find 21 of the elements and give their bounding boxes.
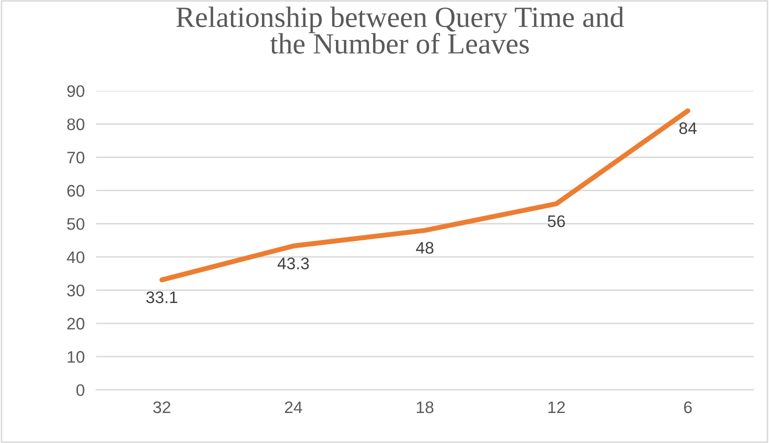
x-tick-label: 24	[284, 401, 302, 414]
data-label: 84	[679, 122, 697, 134]
y-tick-label: 20	[67, 318, 84, 330]
y-tick-label: 30	[67, 284, 84, 296]
y-tick-label: 50	[67, 218, 84, 230]
x-tick-label: 18	[416, 401, 434, 414]
x-tick-label: 12	[548, 401, 565, 414]
y-tick-label: 90	[67, 85, 84, 98]
data-label: 43.3	[278, 258, 309, 270]
chart-title: Relationship between Query Time and the Number of Leaves	[176, 6, 624, 54]
y-tick-label: 80	[67, 118, 84, 130]
x-tick-label: 6	[684, 401, 692, 414]
data-label: 56	[548, 215, 565, 228]
x-tick-label: 32	[153, 401, 170, 414]
y-tick-label: 0	[76, 384, 84, 396]
y-tick-label: 60	[67, 184, 84, 197]
data-label: 33.1	[146, 291, 178, 304]
y-tick-label: 10	[68, 351, 84, 363]
y-tick-label: 70	[67, 152, 84, 164]
data-label: 48	[416, 242, 434, 254]
y-tick-label: 40	[66, 251, 84, 264]
